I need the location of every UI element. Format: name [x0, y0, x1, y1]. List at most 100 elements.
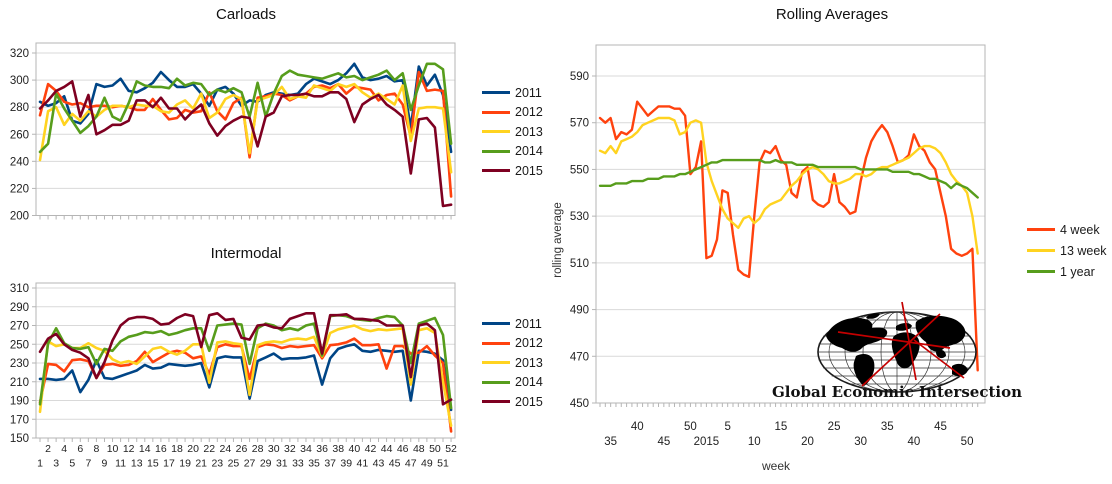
legend-label: 2012 [515, 336, 543, 351]
rolling-y-tick: 450 [570, 398, 589, 410]
intermodal-x-tick: 15 [147, 458, 159, 470]
rolling-x-tick: 10 [748, 436, 761, 448]
intermodal-x-tick: 8 [93, 443, 99, 455]
intermodal-title: Intermodal [210, 245, 282, 262]
legend-item-2011: 2011 [482, 83, 543, 103]
intermodal-y-tick: 170 [10, 414, 29, 426]
rolling-x-tick: 20 [801, 436, 814, 448]
rolling-x-axis-title: week [761, 459, 790, 473]
legend-item-4-week: 4 week [1027, 219, 1107, 240]
chart-carloads: 320 300 280 260 240 220 200 [10, 42, 456, 223]
intermodal-x-tick: 9 [102, 458, 108, 470]
intermodal-x-tick: 34 [300, 443, 312, 455]
intermodal-x-tick: 30 [268, 443, 280, 455]
legend-swatch [1027, 228, 1055, 231]
intermodal-x-tick: 17 [163, 458, 175, 470]
legend-label: 13 week [1060, 243, 1107, 258]
carloads-y-tick: 260 [10, 129, 29, 141]
intermodal-x-tick: 52 [445, 443, 457, 455]
series-line-intermodal-2011 [38, 342, 453, 412]
legend-swatch [482, 322, 510, 326]
legend-label: 2015 [515, 163, 543, 178]
carloads-y-tick: 240 [10, 156, 29, 168]
series-line-rolling-4-week [598, 100, 979, 372]
intermodal-x-tick: 27 [244, 458, 256, 470]
intermodal-x-tick: 7 [85, 458, 91, 470]
intermodal-x-tick: 29 [260, 458, 272, 470]
series-line-rolling-1-year [598, 158, 979, 199]
intermodal-x-tick: 48 [413, 443, 425, 455]
intermodal-x-tick: 44 [381, 443, 393, 455]
rolling-y-tick: 570 [570, 118, 589, 130]
rolling-x-tick: 5 [724, 421, 730, 433]
intermodal-y-tick: 310 [10, 283, 29, 295]
intermodal-x-tick: 3 [53, 458, 59, 470]
legend-label: 2014 [515, 375, 543, 390]
legend-swatch [482, 341, 510, 345]
intermodal-x-tick: 32 [284, 443, 296, 455]
rolling-x-tick: 50 [684, 421, 697, 433]
series-line-intermodal-2015 [38, 311, 453, 406]
legend-item-1-year: 1 year [1027, 261, 1107, 282]
intermodal-x-tick: 13 [131, 458, 143, 470]
legend-label: 2013 [515, 124, 543, 139]
rolling-x-tick: 35 [604, 436, 617, 448]
intermodal-y-tick: 290 [10, 302, 29, 314]
legend-swatch [482, 361, 510, 365]
rolling-x-tick: 40 [907, 436, 920, 448]
intermodal-x-tick: 16 [155, 443, 167, 455]
intermodal-x-tick: 39 [340, 458, 352, 470]
intermodal-x-tick: 26 [236, 443, 248, 455]
globe-red-routes [837, 301, 965, 387]
legend-item-2013: 2013 [482, 122, 543, 142]
intermodal-x-tick: 31 [276, 458, 288, 470]
legend-item-2014: 2014 [482, 142, 543, 162]
legend-swatch [482, 110, 510, 114]
intermodal-x-tick: 35 [308, 458, 320, 470]
legend-item-2012: 2012 [482, 103, 543, 123]
carloads-y-tick: 280 [10, 102, 29, 114]
rolling-x-tick: 25 [828, 421, 841, 433]
intermodal-x-tick: 33 [292, 458, 304, 470]
series-line-rolling-13-week [598, 116, 979, 255]
intermodal-x-tick: 28 [252, 443, 264, 455]
carloads-legend: 2011 2012 2013 2014 2015 [482, 83, 543, 181]
rolling-y-tick: 470 [570, 351, 589, 363]
intermodal-x-tick: 38 [332, 443, 344, 455]
intermodal-x-tick: 36 [316, 443, 328, 455]
legend-swatch [482, 149, 510, 153]
rolling-y-tick: 510 [570, 258, 589, 270]
intermodal-x-tick: 45 [389, 458, 401, 470]
legend-label: 2011 [515, 316, 542, 331]
legend-label: 1 year [1060, 264, 1095, 279]
carloads-title: Carloads [215, 6, 277, 23]
rolling-y-tick: 590 [570, 71, 589, 83]
series-line-carloads-2014 [38, 62, 453, 154]
legend-label: 2011 [515, 85, 542, 100]
legend-swatch [482, 91, 510, 95]
rolling-averages-title: Rolling Averages [775, 6, 889, 23]
intermodal-x-tick: 51 [437, 458, 449, 470]
legend-item-2015: 2015 [482, 392, 543, 412]
intermodal-x-tick: 19 [179, 458, 191, 470]
intermodal-x-tick: 43 [373, 458, 385, 470]
intermodal-x-tick: 21 [195, 458, 207, 470]
series-line-carloads-2013 [38, 82, 453, 174]
legend-label: 4 week [1060, 222, 1100, 237]
intermodal-y-tick: 230 [10, 358, 29, 370]
intermodal-x-tick: 41 [357, 458, 369, 470]
globe-logo: Global Economic Intersection [772, 301, 1022, 401]
intermodal-y-tick: 190 [10, 396, 29, 408]
rolling-y-tick: 490 [570, 305, 589, 317]
legend-swatch [482, 400, 510, 404]
intermodal-x-tick: 22 [203, 443, 215, 455]
legend-item-2015: 2015 [482, 161, 543, 181]
rolling-x-tick: 2015 [694, 436, 720, 448]
intermodal-x-tick: 40 [348, 443, 360, 455]
intermodal-x-tick: 11 [115, 458, 126, 470]
series-line-carloads-2015 [38, 80, 453, 208]
intermodal-x-tick: 49 [421, 458, 433, 470]
legend-item-2014: 2014 [482, 373, 543, 393]
intermodal-x-tick: 10 [107, 443, 119, 455]
